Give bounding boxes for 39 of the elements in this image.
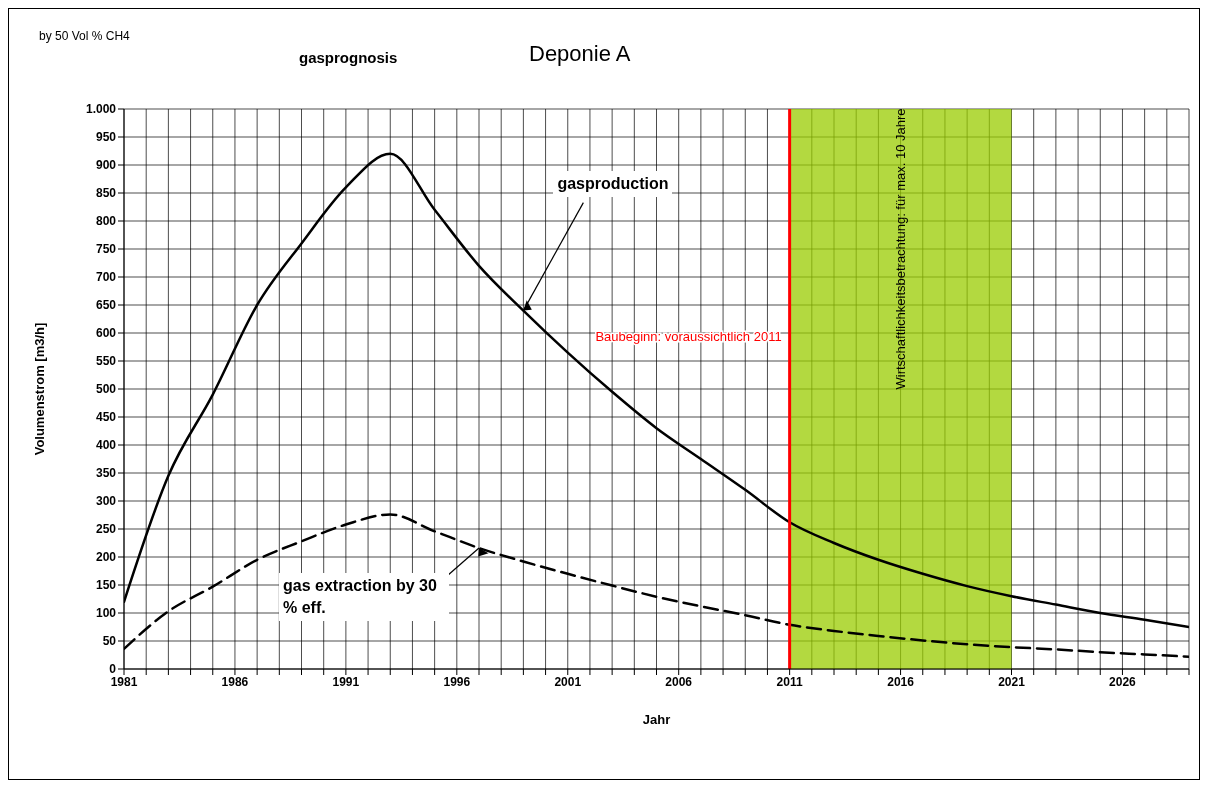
y-tick-label: 850 bbox=[95, 186, 117, 201]
band-label: Wirtschaftlichkeitsbetrachtung: für max. 10 Jahre bbox=[893, 108, 909, 390]
y-tick-label: 400 bbox=[95, 438, 117, 453]
x-tick-label: 2016 bbox=[887, 674, 915, 689]
y-tick-label: 500 bbox=[95, 382, 117, 397]
y-tick-label: 950 bbox=[95, 130, 117, 145]
chart-title: gasprognosis bbox=[299, 49, 398, 66]
x-tick-label: 1986 bbox=[221, 674, 249, 689]
y-tick-label: 300 bbox=[95, 494, 117, 509]
y-tick-label: 150 bbox=[95, 578, 117, 593]
y-tick-label: 100 bbox=[95, 606, 117, 621]
text: by 50 Vol % CH4 bbox=[39, 29, 130, 43]
x-tick-label: 2001 bbox=[554, 674, 582, 689]
x-tick-label: 1981 bbox=[110, 674, 138, 689]
y-tick-label: 250 bbox=[95, 522, 117, 537]
y-tick-label: 550 bbox=[95, 354, 117, 369]
y-tick-label: 50 bbox=[102, 634, 117, 649]
chart-subtitle: Deponie A bbox=[529, 41, 631, 67]
y-tick-label: 700 bbox=[95, 270, 117, 285]
y-tick-label: 1.000 bbox=[85, 102, 117, 117]
y-axis-title: Volumenstrom [m3/h] bbox=[31, 322, 47, 456]
x-tick-label: 2006 bbox=[665, 674, 693, 689]
y-tick-label: 800 bbox=[95, 214, 117, 229]
y-tick-label: 650 bbox=[95, 298, 117, 313]
y-tick-label: 350 bbox=[95, 466, 117, 481]
x-tick-label: 2011 bbox=[776, 674, 803, 689]
y-tick-label: 750 bbox=[95, 242, 117, 257]
x-axis-title: Jahr bbox=[642, 712, 671, 727]
x-tick-label: 1991 bbox=[332, 674, 360, 689]
y-tick-label: 200 bbox=[95, 550, 117, 565]
annotation: gasproduction bbox=[553, 170, 673, 197]
x-tick-label: 2021 bbox=[998, 674, 1026, 689]
y-tick-label: 600 bbox=[95, 326, 117, 341]
y-tick-label: 900 bbox=[95, 158, 117, 173]
annotation: gas extraction by 30 % eff. bbox=[279, 573, 449, 622]
x-tick-label: 2026 bbox=[1109, 674, 1137, 689]
y-tick-label: 0 bbox=[109, 662, 117, 677]
x-tick-label: 1996 bbox=[443, 674, 471, 689]
y-tick-label: 450 bbox=[95, 410, 117, 425]
